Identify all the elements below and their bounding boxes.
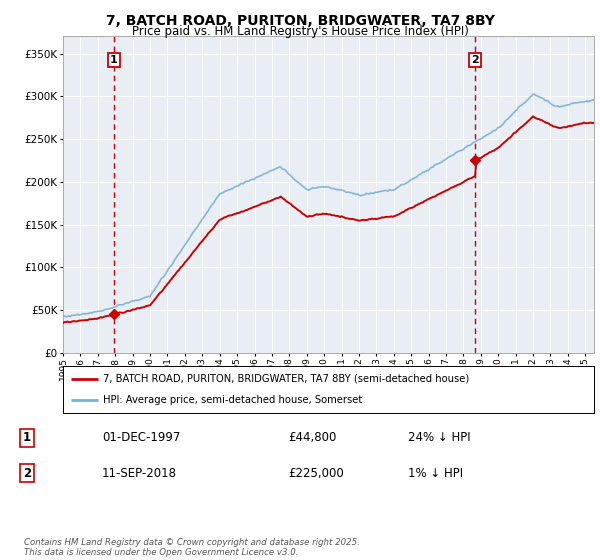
Text: 1: 1	[110, 55, 118, 66]
Text: 7, BATCH ROAD, PURITON, BRIDGWATER, TA7 8BY: 7, BATCH ROAD, PURITON, BRIDGWATER, TA7 …	[106, 14, 494, 28]
Text: 2: 2	[471, 55, 479, 66]
Text: 1: 1	[23, 431, 31, 445]
Text: Price paid vs. HM Land Registry's House Price Index (HPI): Price paid vs. HM Land Registry's House …	[131, 25, 469, 38]
Text: 1% ↓ HPI: 1% ↓ HPI	[408, 466, 463, 480]
Text: HPI: Average price, semi-detached house, Somerset: HPI: Average price, semi-detached house,…	[103, 395, 362, 405]
Text: 01-DEC-1997: 01-DEC-1997	[102, 431, 181, 445]
Text: £225,000: £225,000	[288, 466, 344, 480]
Text: Contains HM Land Registry data © Crown copyright and database right 2025.
This d: Contains HM Land Registry data © Crown c…	[24, 538, 360, 557]
Text: 7, BATCH ROAD, PURITON, BRIDGWATER, TA7 8BY (semi-detached house): 7, BATCH ROAD, PURITON, BRIDGWATER, TA7 …	[103, 374, 469, 384]
Text: £44,800: £44,800	[288, 431, 337, 445]
Text: 24% ↓ HPI: 24% ↓ HPI	[408, 431, 470, 445]
Text: 11-SEP-2018: 11-SEP-2018	[102, 466, 177, 480]
Text: 2: 2	[23, 466, 31, 480]
